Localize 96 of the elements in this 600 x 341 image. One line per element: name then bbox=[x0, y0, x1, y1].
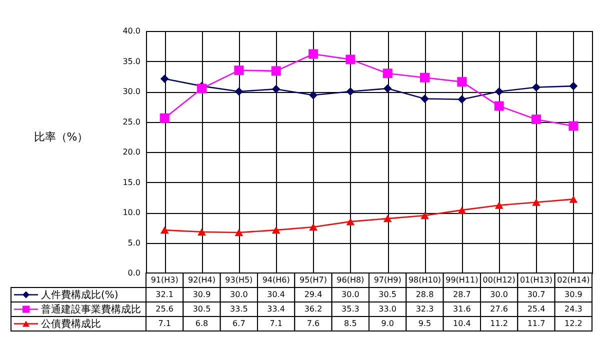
point bbox=[420, 94, 429, 103]
data-label: 30.0 bbox=[490, 290, 508, 299]
data-label: 25.4 bbox=[527, 304, 546, 314]
point bbox=[160, 113, 170, 123]
y-tick-label: 20.0 bbox=[122, 148, 140, 156]
data-label: 30.4 bbox=[267, 290, 285, 299]
point bbox=[234, 87, 244, 96]
data-label: 30.5 bbox=[192, 304, 211, 314]
point bbox=[272, 84, 280, 94]
data-label: 30.0 bbox=[230, 290, 248, 299]
point bbox=[309, 223, 318, 231]
x-tick-label: 00(H12) bbox=[482, 275, 516, 284]
point bbox=[494, 202, 504, 209]
x-tick-label: 98(H10) bbox=[408, 275, 442, 284]
point bbox=[197, 84, 206, 94]
data-label: 30.7 bbox=[527, 290, 546, 299]
point bbox=[458, 206, 466, 214]
x-tick-label: 02(H14) bbox=[557, 275, 590, 284]
data-label: 12.2 bbox=[564, 318, 582, 328]
point bbox=[346, 218, 355, 226]
data-label: 30.5 bbox=[378, 290, 396, 299]
data-label: 28.8 bbox=[416, 290, 434, 299]
point bbox=[532, 198, 540, 206]
data-label: 9.5 bbox=[418, 318, 432, 328]
data-label: 11.2 bbox=[490, 318, 508, 328]
legend-label: 人件費構成比(%) bbox=[41, 288, 118, 301]
point bbox=[569, 196, 578, 203]
y-tick-label: 30.0 bbox=[122, 87, 140, 96]
point bbox=[383, 214, 392, 222]
point bbox=[568, 121, 578, 131]
y-tick-label: 15.0 bbox=[122, 178, 140, 187]
point bbox=[234, 228, 244, 236]
data-label: 29.4 bbox=[304, 290, 322, 299]
data-label: 6.8 bbox=[195, 318, 208, 328]
x-tick-label: 99(H11) bbox=[446, 275, 478, 284]
legend-label: 公債費構成比 bbox=[41, 318, 101, 330]
point bbox=[234, 66, 244, 76]
data-label: 33.0 bbox=[378, 304, 396, 314]
data-label: 31.6 bbox=[453, 304, 471, 314]
point bbox=[271, 66, 281, 76]
point bbox=[569, 82, 578, 90]
data-label: 7.1 bbox=[158, 318, 171, 328]
point bbox=[532, 83, 540, 92]
x-tick-label: 94(H6) bbox=[262, 275, 290, 284]
point bbox=[308, 49, 318, 59]
x-tick-label: 91(H3) bbox=[150, 275, 178, 284]
point bbox=[346, 54, 356, 64]
x-tick-label: 01(H13) bbox=[520, 275, 553, 284]
data-label: 35.3 bbox=[342, 304, 360, 314]
data-label: 33.4 bbox=[267, 304, 285, 314]
point bbox=[457, 77, 467, 87]
point bbox=[458, 95, 466, 104]
data-label: 10.4 bbox=[453, 318, 471, 328]
point bbox=[309, 90, 318, 100]
x-tick-label: 97(H9) bbox=[374, 275, 402, 284]
data-label: 36.2 bbox=[304, 304, 322, 314]
y-tick-label: 40.0 bbox=[122, 26, 140, 36]
data-label: 30.9 bbox=[564, 290, 582, 299]
point bbox=[494, 87, 504, 96]
data-label: 32.3 bbox=[416, 304, 434, 314]
data-label: 27.6 bbox=[490, 304, 508, 314]
x-tick-label: 92(H4) bbox=[188, 275, 216, 284]
point bbox=[272, 226, 280, 234]
point bbox=[160, 226, 169, 234]
data-label: 9.0 bbox=[381, 318, 394, 328]
y-tick-label: 25.0 bbox=[122, 117, 140, 126]
x-tick-label: 96(H8) bbox=[336, 275, 364, 284]
point bbox=[198, 228, 206, 236]
point bbox=[383, 84, 392, 93]
point bbox=[382, 68, 392, 78]
y-axis-title: 比率（%） bbox=[34, 130, 88, 144]
data-label: 24.3 bbox=[564, 304, 582, 314]
data-label: 7.6 bbox=[306, 318, 320, 328]
x-tick-label: 95(H7) bbox=[299, 275, 328, 284]
data-label: 25.6 bbox=[156, 304, 174, 314]
y-tick-label: 5.0 bbox=[128, 238, 140, 248]
y-tick-label: 0.0 bbox=[128, 268, 140, 278]
legend-label: 普通建設事業費構成比 bbox=[41, 303, 141, 316]
data-label: 6.7 bbox=[232, 318, 246, 328]
data-label: 11.7 bbox=[527, 318, 546, 328]
data-label: 33.5 bbox=[230, 304, 248, 314]
data-label: 30.0 bbox=[342, 290, 360, 299]
point bbox=[494, 101, 504, 111]
y-tick-label: 35.0 bbox=[122, 56, 140, 66]
x-tick-label: 93(H5) bbox=[225, 275, 253, 284]
data-label: 7.1 bbox=[270, 318, 282, 328]
point bbox=[532, 114, 541, 124]
data-label: 32.1 bbox=[156, 290, 174, 299]
data-label: 8.5 bbox=[344, 318, 357, 328]
point bbox=[420, 212, 429, 220]
point bbox=[346, 87, 355, 96]
point bbox=[160, 74, 169, 83]
data-label: 28.7 bbox=[453, 290, 471, 299]
point bbox=[420, 72, 430, 82]
data-label: 30.9 bbox=[192, 290, 211, 299]
y-tick-label: 10.0 bbox=[122, 208, 140, 217]
